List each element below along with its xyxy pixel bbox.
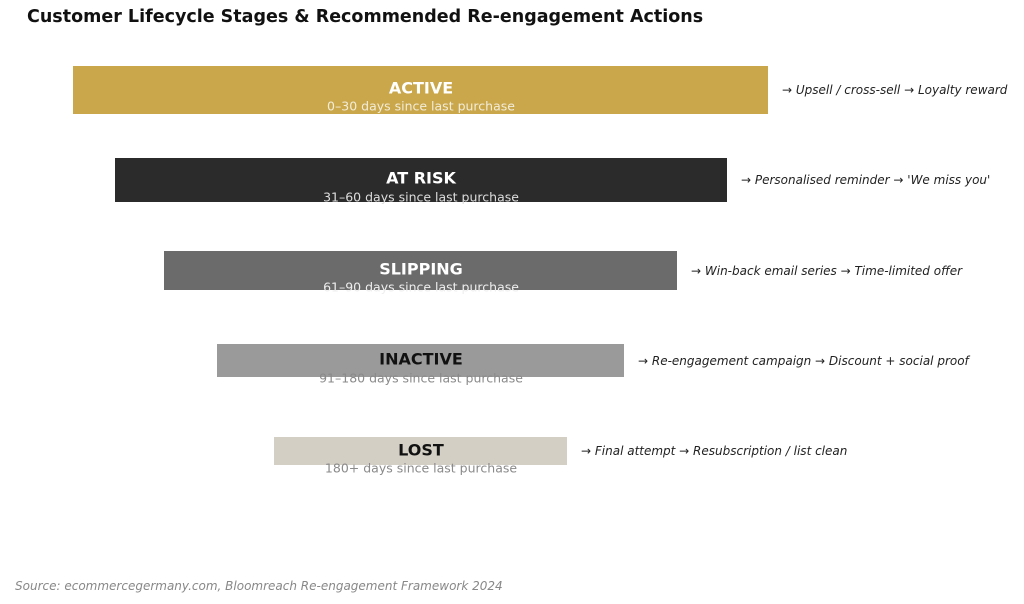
stage-actions: → Win-back email series → Time-limited o… [691, 263, 963, 278]
stage-range: 31–60 days since last purchase [323, 189, 519, 205]
stage-range: 61–90 days since last purchase [323, 279, 519, 295]
stage-bar-active [73, 66, 768, 114]
stage-bar-at-risk [115, 158, 727, 202]
stage-label: AT RISK [386, 168, 456, 188]
stage-bar-lost [274, 437, 567, 465]
stage-label: ACTIVE [388, 78, 454, 98]
source-note: Source: ecommercegermany.com, Bloomreach… [15, 579, 503, 593]
diagram-title: Customer Lifecycle Stages & Recommended … [27, 7, 704, 27]
stage-actions: → Personalised reminder → 'We miss you' [741, 173, 991, 187]
stage-actions: → Upsell / cross-sell → Loyalty reward [782, 83, 1008, 97]
stage-label: INACTIVE [379, 349, 463, 369]
stage-label: SLIPPING [379, 259, 463, 279]
stage-bar-inactive [217, 344, 624, 377]
stage-range: 91–180 days since last purchase [319, 370, 523, 386]
stage-bar-slipping [164, 251, 677, 290]
stage-actions: → Re-engagement campaign → Discount + so… [638, 353, 969, 368]
stage-label: LOST [398, 440, 444, 460]
stage-range: 180+ days since last purchase [324, 460, 518, 476]
stage-actions: → Final attempt → Resubscription / list … [581, 444, 848, 458]
stage-range: 0–30 days since last purchase [327, 98, 515, 114]
